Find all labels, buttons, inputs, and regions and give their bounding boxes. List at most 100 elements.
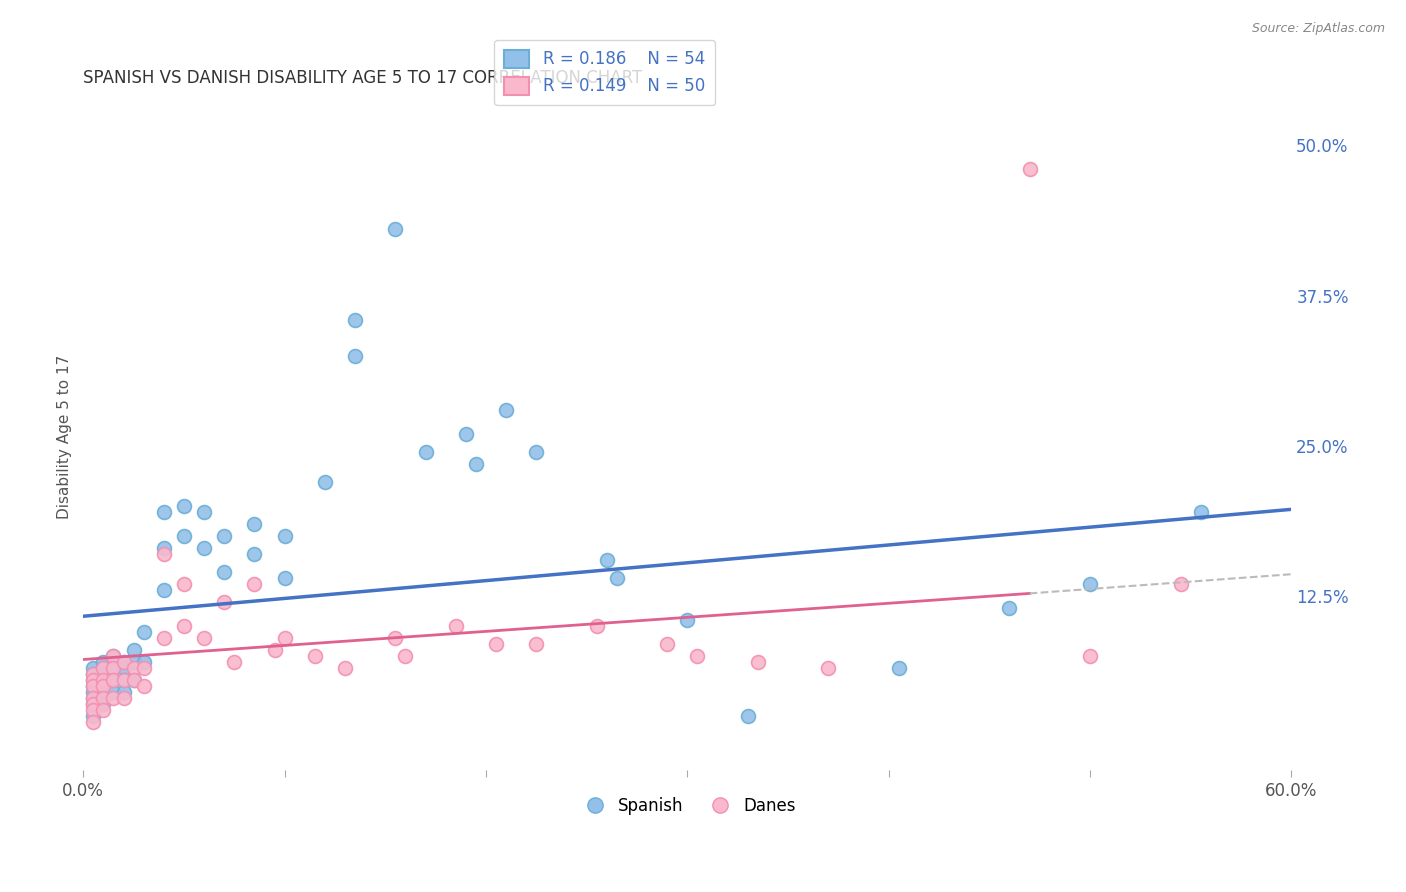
Point bbox=[103, 673, 125, 687]
Point bbox=[304, 648, 326, 663]
Point bbox=[243, 577, 266, 591]
Point bbox=[596, 553, 619, 567]
Point bbox=[93, 673, 115, 687]
Point bbox=[82, 666, 104, 681]
Point bbox=[747, 655, 769, 669]
Point bbox=[153, 547, 176, 561]
Point bbox=[817, 661, 839, 675]
Point bbox=[193, 631, 215, 645]
Point bbox=[82, 697, 104, 711]
Point bbox=[82, 661, 104, 675]
Point bbox=[82, 697, 104, 711]
Point bbox=[103, 648, 125, 663]
Point bbox=[112, 690, 135, 705]
Point bbox=[132, 661, 155, 675]
Point bbox=[122, 655, 145, 669]
Point bbox=[103, 648, 125, 663]
Point bbox=[132, 624, 155, 639]
Text: SPANISH VS DANISH DISABILITY AGE 5 TO 17 CORRELATION CHART: SPANISH VS DANISH DISABILITY AGE 5 TO 17… bbox=[83, 69, 643, 87]
Point bbox=[415, 444, 437, 458]
Point bbox=[1078, 648, 1101, 663]
Point bbox=[998, 600, 1021, 615]
Point bbox=[93, 655, 115, 669]
Point bbox=[333, 661, 356, 675]
Point bbox=[173, 499, 195, 513]
Point bbox=[103, 690, 125, 705]
Point bbox=[384, 222, 406, 236]
Point bbox=[1018, 162, 1040, 177]
Point bbox=[93, 697, 115, 711]
Point bbox=[93, 666, 115, 681]
Point bbox=[314, 475, 336, 489]
Point bbox=[1078, 577, 1101, 591]
Point bbox=[93, 690, 115, 705]
Point bbox=[1170, 577, 1192, 591]
Point bbox=[82, 673, 104, 687]
Point bbox=[585, 619, 607, 633]
Point bbox=[173, 619, 195, 633]
Point bbox=[454, 426, 477, 441]
Point bbox=[132, 655, 155, 669]
Point bbox=[93, 690, 115, 705]
Point bbox=[132, 679, 155, 693]
Point bbox=[243, 516, 266, 531]
Point bbox=[82, 690, 104, 705]
Point bbox=[212, 565, 235, 579]
Point bbox=[82, 714, 104, 729]
Point bbox=[173, 577, 195, 591]
Point bbox=[93, 679, 115, 693]
Point bbox=[122, 643, 145, 657]
Y-axis label: Disability Age 5 to 17: Disability Age 5 to 17 bbox=[58, 354, 72, 519]
Point bbox=[112, 661, 135, 675]
Point bbox=[464, 457, 486, 471]
Point bbox=[82, 709, 104, 723]
Point bbox=[93, 661, 115, 675]
Point bbox=[686, 648, 709, 663]
Point bbox=[82, 679, 104, 693]
Point bbox=[524, 637, 547, 651]
Point bbox=[153, 541, 176, 555]
Point bbox=[153, 631, 176, 645]
Point bbox=[444, 619, 467, 633]
Legend: Spanish, Danes: Spanish, Danes bbox=[572, 790, 803, 822]
Point bbox=[82, 679, 104, 693]
Point bbox=[273, 571, 295, 585]
Point bbox=[273, 631, 295, 645]
Point bbox=[82, 673, 104, 687]
Text: Source: ZipAtlas.com: Source: ZipAtlas.com bbox=[1251, 22, 1385, 36]
Point bbox=[384, 631, 406, 645]
Point bbox=[243, 547, 266, 561]
Point bbox=[887, 661, 910, 675]
Point bbox=[93, 661, 115, 675]
Point bbox=[173, 529, 195, 543]
Point bbox=[82, 690, 104, 705]
Point bbox=[524, 444, 547, 458]
Point bbox=[82, 685, 104, 699]
Point bbox=[112, 655, 135, 669]
Point bbox=[153, 582, 176, 597]
Point bbox=[212, 529, 235, 543]
Point bbox=[112, 673, 135, 687]
Point bbox=[103, 661, 125, 675]
Point bbox=[103, 673, 125, 687]
Point bbox=[82, 666, 104, 681]
Point bbox=[112, 673, 135, 687]
Point bbox=[103, 685, 125, 699]
Point bbox=[153, 505, 176, 519]
Point bbox=[122, 673, 145, 687]
Point bbox=[676, 613, 699, 627]
Legend: R = 0.186    N = 54, R = 0.149    N = 50: R = 0.186 N = 54, R = 0.149 N = 50 bbox=[495, 39, 714, 105]
Point bbox=[103, 661, 125, 675]
Point bbox=[394, 648, 416, 663]
Point bbox=[122, 673, 145, 687]
Point bbox=[273, 529, 295, 543]
Point bbox=[485, 637, 508, 651]
Point bbox=[93, 679, 115, 693]
Point bbox=[495, 402, 517, 417]
Point bbox=[344, 349, 367, 363]
Point bbox=[122, 661, 145, 675]
Point bbox=[344, 312, 367, 326]
Point bbox=[82, 703, 104, 717]
Point bbox=[737, 709, 759, 723]
Point bbox=[193, 505, 215, 519]
